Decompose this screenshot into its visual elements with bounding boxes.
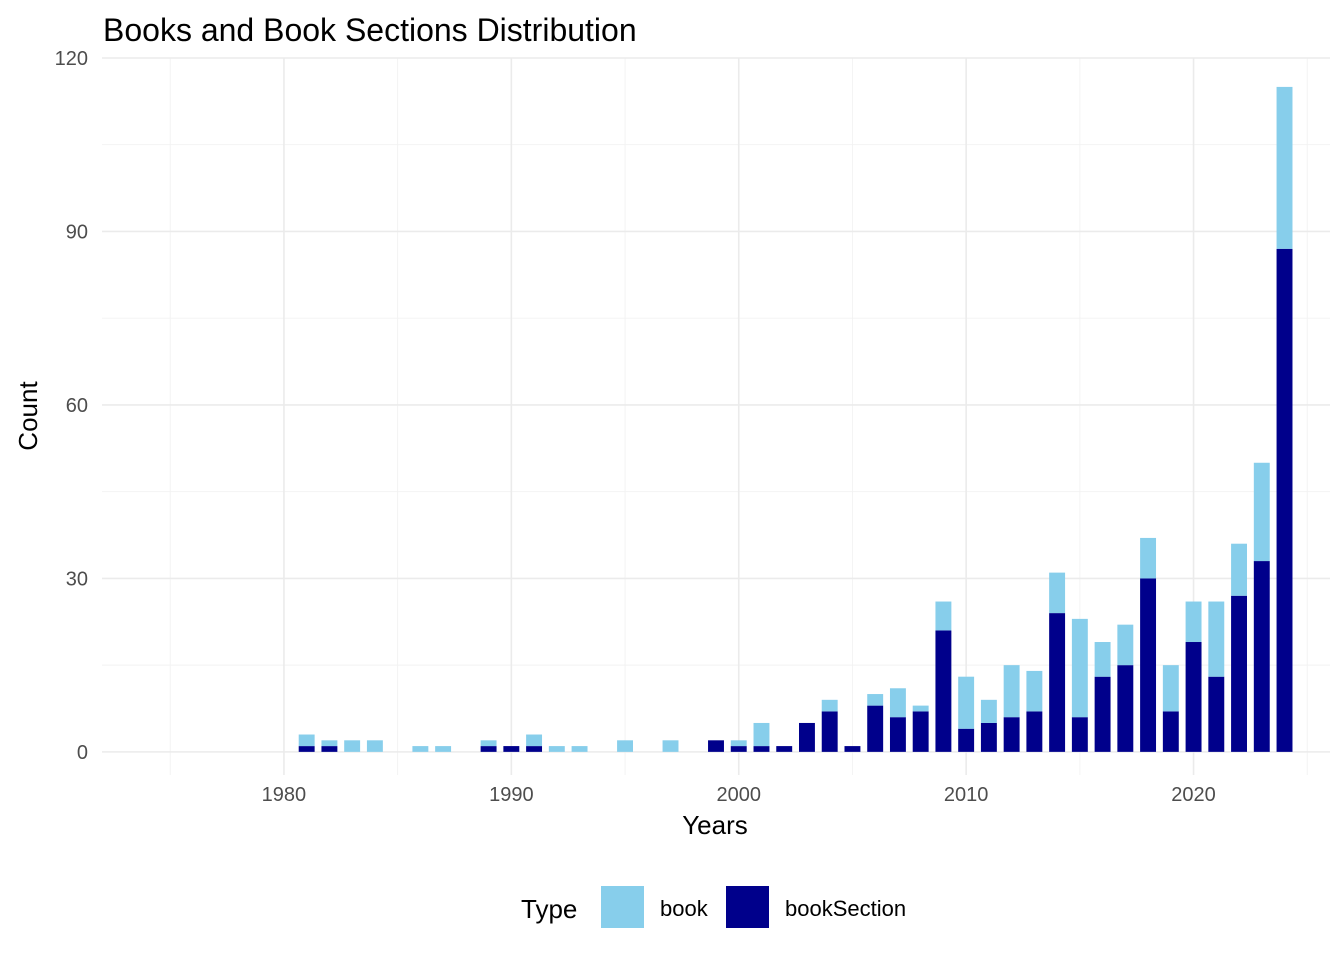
bar-book-2013 bbox=[1026, 670, 1043, 712]
legend-label-bookSection: bookSection bbox=[785, 896, 906, 921]
bar-book-1993 bbox=[571, 746, 588, 752]
y-tick-label: 0 bbox=[77, 742, 88, 764]
x-axis-title: Years bbox=[682, 810, 748, 840]
bar-book-2009 bbox=[935, 601, 952, 631]
y-tick-label: 30 bbox=[66, 568, 88, 590]
bar-bookSection-1982 bbox=[321, 746, 338, 752]
bar-book-1987 bbox=[435, 746, 452, 752]
x-tick-label: 1980 bbox=[262, 784, 307, 806]
bar-book-2024 bbox=[1276, 86, 1293, 249]
bar-book-2020 bbox=[1185, 601, 1202, 643]
x-tick-label: 2020 bbox=[1171, 784, 1216, 806]
y-tick-label: 120 bbox=[55, 48, 88, 70]
bar-book-2016 bbox=[1094, 642, 1111, 677]
bar-book-1984 bbox=[366, 740, 383, 752]
legend-label-book: book bbox=[660, 896, 709, 921]
bar-bookSection-2022 bbox=[1231, 595, 1247, 752]
bar-book-1983 bbox=[344, 740, 361, 752]
bar-bookSection-2009 bbox=[935, 630, 952, 752]
x-axis-ticks: 1980 1990 2000 2010 2020 bbox=[262, 784, 1216, 806]
chart-title: Books and Book Sections Distribution bbox=[103, 12, 637, 48]
bar-book-2022 bbox=[1231, 543, 1247, 596]
bar-book-1992 bbox=[548, 746, 565, 752]
bar-book-2008 bbox=[912, 705, 929, 712]
bar-bookSection-2005 bbox=[844, 746, 861, 752]
bar-bookSection-2017 bbox=[1117, 665, 1134, 752]
bar-book-2011 bbox=[980, 699, 997, 723]
bar-book-2006 bbox=[867, 694, 884, 706]
bar-book-2000 bbox=[730, 740, 747, 747]
bar-bookSection-1989 bbox=[480, 746, 497, 752]
bar-bookSection-2021 bbox=[1208, 676, 1225, 752]
bar-bookSection-2014 bbox=[1049, 613, 1066, 752]
bar-bookSection-2003 bbox=[799, 722, 815, 752]
bar-book-2019 bbox=[1162, 665, 1179, 712]
bar-book-2012 bbox=[1003, 665, 1020, 718]
bar-bookSection-2001 bbox=[753, 746, 770, 752]
bar-book-2007 bbox=[889, 688, 906, 718]
bar-bookSection-2007 bbox=[889, 717, 906, 752]
bar-book-1986 bbox=[412, 746, 429, 752]
y-tick-label: 60 bbox=[66, 395, 88, 417]
bar-bookSection-2019 bbox=[1162, 711, 1179, 752]
bar-bookSection-2006 bbox=[867, 705, 884, 752]
bar-bookSection-2010 bbox=[958, 728, 975, 752]
x-tick-label: 1990 bbox=[489, 784, 534, 806]
bar-book-2010 bbox=[958, 676, 975, 729]
bar-bookSection-1990 bbox=[503, 746, 520, 752]
bar-bookSection-2015 bbox=[1071, 717, 1088, 752]
bar-book-1997 bbox=[662, 740, 679, 752]
bar-bookSection-2012 bbox=[1003, 717, 1020, 752]
bar-bookSection-1991 bbox=[526, 746, 543, 752]
bar-book-2004 bbox=[821, 699, 838, 712]
bar-bookSection-2020 bbox=[1185, 642, 1202, 752]
bar-bookSection-2023 bbox=[1253, 561, 1270, 752]
bar-bookSection-2011 bbox=[980, 722, 997, 752]
bar-book-1991 bbox=[526, 734, 543, 747]
bar-bookSection-2002 bbox=[776, 746, 793, 752]
bar-bookSection-2013 bbox=[1026, 711, 1043, 752]
grid-lines bbox=[102, 57, 1330, 775]
bar-bookSection-2018 bbox=[1140, 578, 1157, 752]
y-axis-title: Count bbox=[13, 381, 43, 451]
x-tick-label: 2010 bbox=[944, 784, 989, 806]
bar-bookSection-2000 bbox=[730, 746, 747, 752]
legend: Type book bookSection bbox=[521, 886, 906, 928]
bar-bookSection-2024 bbox=[1276, 248, 1293, 752]
bar-book-2014 bbox=[1049, 572, 1066, 614]
bar-book-2021 bbox=[1208, 601, 1225, 677]
bar-bookSection-2008 bbox=[912, 711, 929, 752]
bar-book-1995 bbox=[617, 740, 633, 752]
bar-book-2001 bbox=[753, 722, 770, 747]
x-tick-label: 2000 bbox=[716, 784, 761, 806]
bar-book-2023 bbox=[1253, 462, 1270, 562]
y-axis-ticks: 0 30 60 90 120 bbox=[55, 48, 88, 764]
bar-bookSection-1999 bbox=[708, 740, 724, 752]
bar-bookSection-2004 bbox=[821, 711, 838, 752]
bar-book-2018 bbox=[1140, 537, 1157, 579]
bar-book-2015 bbox=[1071, 618, 1088, 718]
y-tick-label: 90 bbox=[66, 221, 88, 243]
bar-book-1982 bbox=[321, 740, 338, 747]
bar-bookSection-1981 bbox=[298, 746, 315, 752]
legend-swatch-book bbox=[601, 886, 644, 928]
legend-title: Type bbox=[521, 894, 577, 924]
bar-bookSection-2016 bbox=[1094, 676, 1111, 752]
bars bbox=[298, 86, 1293, 752]
bar-book-1989 bbox=[480, 740, 497, 747]
legend-swatch-bookSection bbox=[726, 886, 769, 928]
bar-book-2017 bbox=[1117, 624, 1134, 666]
bar-book-1981 bbox=[298, 734, 315, 747]
